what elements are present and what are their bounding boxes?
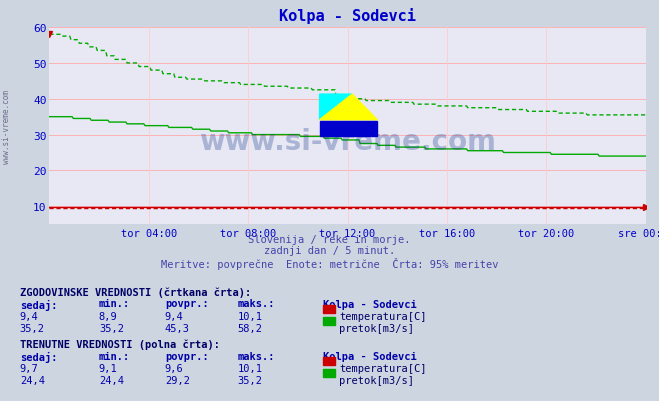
Text: 10,1: 10,1 [237, 363, 262, 373]
Text: Slovenija / reke in morje.: Slovenija / reke in morje. [248, 235, 411, 245]
Text: pretok[m3/s]: pretok[m3/s] [339, 375, 415, 385]
Text: 9,4: 9,4 [20, 311, 38, 321]
Polygon shape [320, 95, 352, 120]
Text: 58,2: 58,2 [237, 323, 262, 333]
Text: sedaj:: sedaj: [20, 299, 57, 310]
Text: povpr.:: povpr.: [165, 299, 208, 309]
Title: Kolpa - Sodevci: Kolpa - Sodevci [279, 8, 416, 24]
Text: temperatura[C]: temperatura[C] [339, 311, 427, 321]
Text: 45,3: 45,3 [165, 323, 190, 333]
Text: 24,4: 24,4 [99, 375, 124, 385]
Text: Meritve: povprečne  Enote: metrične  Črta: 95% meritev: Meritve: povprečne Enote: metrične Črta:… [161, 257, 498, 269]
Text: min.:: min.: [99, 351, 130, 361]
Text: pretok[m3/s]: pretok[m3/s] [339, 323, 415, 333]
Text: 9,7: 9,7 [20, 363, 38, 373]
Text: sedaj:: sedaj: [20, 351, 57, 362]
Text: 8,9: 8,9 [99, 311, 117, 321]
Text: maks.:: maks.: [237, 299, 275, 309]
Bar [320, 122, 377, 137]
Text: 35,2: 35,2 [99, 323, 124, 333]
Text: Kolpa - Sodevci: Kolpa - Sodevci [323, 299, 416, 309]
Text: temperatura[C]: temperatura[C] [339, 363, 427, 373]
Text: 29,2: 29,2 [165, 375, 190, 385]
Text: 10,1: 10,1 [237, 311, 262, 321]
Polygon shape [320, 95, 377, 120]
Text: ZGODOVINSKE VREDNOSTI (črtkana črta):: ZGODOVINSKE VREDNOSTI (črtkana črta): [20, 287, 251, 297]
Text: 9,4: 9,4 [165, 311, 183, 321]
Text: 9,6: 9,6 [165, 363, 183, 373]
Text: 24,4: 24,4 [20, 375, 45, 385]
Text: www.si-vreme.com: www.si-vreme.com [199, 128, 496, 156]
Text: 35,2: 35,2 [20, 323, 45, 333]
Text: min.:: min.: [99, 299, 130, 309]
Text: 9,1: 9,1 [99, 363, 117, 373]
Text: 35,2: 35,2 [237, 375, 262, 385]
Text: povpr.:: povpr.: [165, 351, 208, 361]
Text: www.si-vreme.com: www.si-vreme.com [2, 89, 11, 163]
Text: TRENUTNE VREDNOSTI (polna črta):: TRENUTNE VREDNOSTI (polna črta): [20, 339, 219, 349]
Text: Kolpa - Sodevci: Kolpa - Sodevci [323, 351, 416, 361]
Text: zadnji dan / 5 minut.: zadnji dan / 5 minut. [264, 246, 395, 256]
Text: maks.:: maks.: [237, 351, 275, 361]
